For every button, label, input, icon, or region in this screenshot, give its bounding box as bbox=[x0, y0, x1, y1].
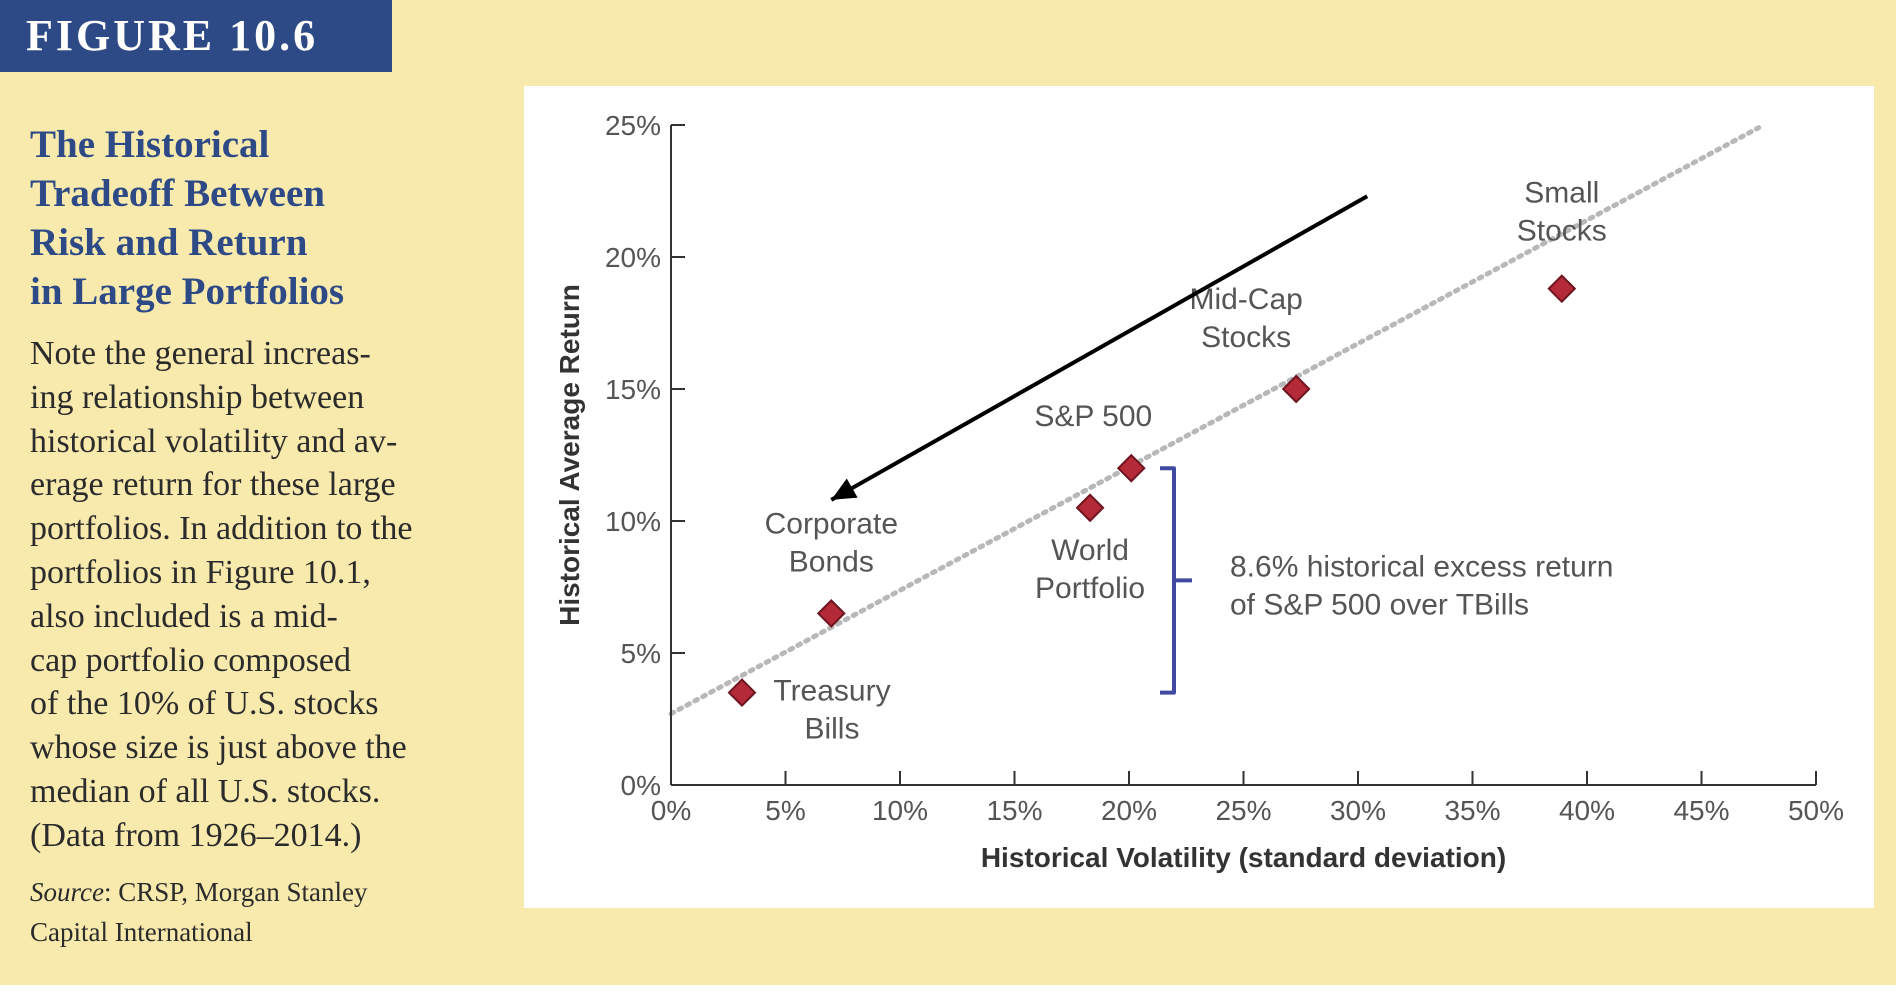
data-point-marker bbox=[727, 678, 757, 708]
data-point-label: Corporate bbox=[765, 507, 898, 540]
x-tick-label: 0% bbox=[651, 795, 691, 826]
caption-title-line: Risk and Return bbox=[30, 221, 308, 264]
caption-body-line: (Data from 1926–2014.) bbox=[30, 816, 362, 854]
caption-source: Source: CRSP, Morgan Stanley Capital Int… bbox=[30, 872, 450, 952]
caption-body-line: whose size is just above the bbox=[30, 729, 407, 767]
caption-body-line: median of all U.S. stocks. bbox=[30, 772, 381, 810]
caption-body-line: of the 10% of U.S. stocks bbox=[30, 685, 379, 723]
excess-return-annotation: of S&P 500 over TBills bbox=[1230, 588, 1529, 621]
data-point-marker bbox=[1547, 274, 1577, 304]
caption-title-line: The Historical bbox=[30, 123, 270, 166]
data-point-label: Bonds bbox=[789, 545, 874, 578]
x-tick-label: 50% bbox=[1788, 795, 1844, 826]
caption-body-line: portfolios in Figure 10.1, bbox=[30, 553, 371, 591]
y-tick-label: 20% bbox=[605, 242, 661, 273]
y-tick-label: 15% bbox=[605, 374, 661, 405]
x-tick-label: 30% bbox=[1330, 795, 1386, 826]
x-tick-label: 25% bbox=[1215, 795, 1271, 826]
data-point-label: Stocks bbox=[1517, 215, 1607, 248]
data-point-marker bbox=[816, 598, 846, 628]
data-point-label: Bills bbox=[804, 713, 859, 746]
data-point-label: S&P 500 bbox=[1034, 400, 1152, 433]
x-axis-title: Historical Volatility (standard deviatio… bbox=[981, 842, 1506, 873]
arrow-shaft bbox=[830, 194, 1369, 502]
caption-title-line: in Large Portfolios bbox=[30, 270, 345, 313]
data-point-label: Portfolio bbox=[1035, 572, 1145, 605]
data-point-marker bbox=[1075, 493, 1105, 523]
x-tick-label: 20% bbox=[1101, 795, 1157, 826]
trend-line bbox=[668, 125, 1762, 717]
source-label: Source bbox=[30, 877, 104, 907]
x-tick-label: 40% bbox=[1559, 795, 1615, 826]
data-point-marker bbox=[1116, 453, 1146, 483]
y-tick-label: 10% bbox=[605, 506, 661, 537]
caption-body-line: portfolios. In addition to the bbox=[30, 510, 413, 548]
caption-body-line: cap portfolio composed bbox=[30, 641, 352, 679]
x-tick-label: 5% bbox=[765, 795, 805, 826]
data-point-label: Small bbox=[1524, 177, 1599, 210]
caption-body-line: ing relationship between bbox=[30, 378, 365, 416]
caption-title-line: Tradeoff Between bbox=[30, 172, 325, 215]
source-line: Source: CRSP, Morgan Stanley bbox=[30, 872, 450, 912]
caption-body-line: also included is a mid- bbox=[30, 597, 338, 635]
y-tick-label: 5% bbox=[621, 638, 661, 669]
data-point-label: Stocks bbox=[1201, 321, 1291, 354]
arrow-head bbox=[831, 478, 858, 500]
x-tick-label: 45% bbox=[1673, 795, 1729, 826]
y-tick-label: 25% bbox=[605, 110, 661, 141]
source-line: Capital International bbox=[30, 917, 253, 947]
caption-title: The Historical Tradeoff Between Risk and… bbox=[30, 120, 450, 316]
caption-body-line: erage return for these large bbox=[30, 466, 396, 504]
chart-panel: 0% 5% 10% 15% 20% 25% 0% 5% 10% 15% 20% 25% 30% 35% 40… bbox=[524, 86, 1874, 908]
x-tick-label: 10% bbox=[872, 795, 928, 826]
source-text: : CRSP, Morgan Stanley bbox=[103, 877, 368, 907]
excess-return-bracket bbox=[1160, 466, 1192, 695]
caption-body-line: Note the general increas- bbox=[30, 335, 371, 372]
caption-body: Note the general increas- ing relationsh… bbox=[30, 332, 490, 858]
y-tick-label: 0% bbox=[621, 770, 661, 801]
figure-label: FIGURE 10.6 bbox=[0, 0, 392, 72]
x-tick-label: 15% bbox=[986, 795, 1042, 826]
data-point-label: World bbox=[1051, 534, 1129, 567]
caption-body-line: historical volatility and av- bbox=[30, 422, 398, 460]
x-tick-label: 35% bbox=[1444, 795, 1500, 826]
y-axis-title: Historical Average Return bbox=[554, 284, 585, 626]
data-point-marker bbox=[1281, 374, 1311, 404]
scatter-chart: 0% 5% 10% 15% 20% 25% 0% 5% 10% 15% 20% 25% 30% 35% 40… bbox=[554, 110, 1844, 873]
data-point-label: Treasury bbox=[773, 675, 890, 708]
excess-return-annotation: 8.6% historical excess return bbox=[1230, 550, 1614, 583]
